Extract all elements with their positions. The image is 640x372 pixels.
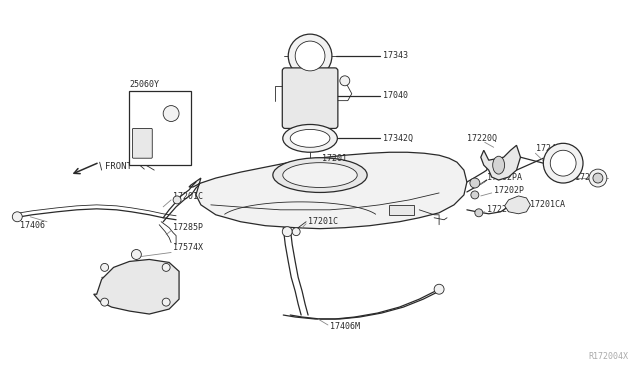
Circle shape xyxy=(543,143,583,183)
Circle shape xyxy=(100,298,109,306)
Circle shape xyxy=(163,106,179,122)
Text: 17040: 17040 xyxy=(383,91,408,100)
Text: 17201CA: 17201CA xyxy=(531,201,565,209)
Text: FRONT: FRONT xyxy=(104,162,131,171)
Text: 17220Q: 17220Q xyxy=(467,134,497,143)
Text: 17202P: 17202P xyxy=(493,186,524,195)
Circle shape xyxy=(288,34,332,78)
Polygon shape xyxy=(390,205,414,215)
Circle shape xyxy=(131,250,141,259)
Ellipse shape xyxy=(273,158,367,192)
Circle shape xyxy=(475,209,483,217)
Ellipse shape xyxy=(283,163,357,187)
Polygon shape xyxy=(189,152,467,229)
Text: 25060Y: 25060Y xyxy=(129,80,159,89)
Circle shape xyxy=(593,173,603,183)
Text: 17406: 17406 xyxy=(20,221,45,230)
Circle shape xyxy=(162,298,170,306)
Text: 17343: 17343 xyxy=(383,51,408,61)
Text: 17406M: 17406M xyxy=(330,323,360,331)
Circle shape xyxy=(162,263,170,271)
Text: 17201C: 17201C xyxy=(308,217,338,226)
Text: 17240: 17240 xyxy=(536,144,561,153)
Text: 17251: 17251 xyxy=(575,173,600,182)
Circle shape xyxy=(589,169,607,187)
Polygon shape xyxy=(481,145,520,180)
FancyBboxPatch shape xyxy=(129,91,191,165)
FancyBboxPatch shape xyxy=(132,128,152,158)
Text: 17201: 17201 xyxy=(322,154,347,163)
Circle shape xyxy=(100,263,109,271)
Circle shape xyxy=(295,41,325,71)
Text: 17342Q: 17342Q xyxy=(383,134,413,143)
Circle shape xyxy=(550,150,576,176)
Circle shape xyxy=(471,191,479,199)
Text: 17228M: 17228M xyxy=(487,205,516,214)
Circle shape xyxy=(434,284,444,294)
Text: R172004X: R172004X xyxy=(588,352,628,361)
FancyBboxPatch shape xyxy=(282,68,338,128)
Ellipse shape xyxy=(493,156,504,174)
Ellipse shape xyxy=(290,129,330,147)
Circle shape xyxy=(470,178,480,188)
Circle shape xyxy=(292,228,300,235)
Text: 17202PA: 17202PA xyxy=(487,173,522,182)
Circle shape xyxy=(12,212,22,222)
Polygon shape xyxy=(93,259,179,314)
Text: 17574X: 17574X xyxy=(173,243,203,252)
Polygon shape xyxy=(504,196,531,214)
Circle shape xyxy=(173,196,181,204)
Ellipse shape xyxy=(283,125,337,152)
Circle shape xyxy=(340,76,350,86)
Text: 17201C: 17201C xyxy=(173,192,203,201)
Circle shape xyxy=(282,227,292,237)
Text: 17285P: 17285P xyxy=(173,223,203,232)
